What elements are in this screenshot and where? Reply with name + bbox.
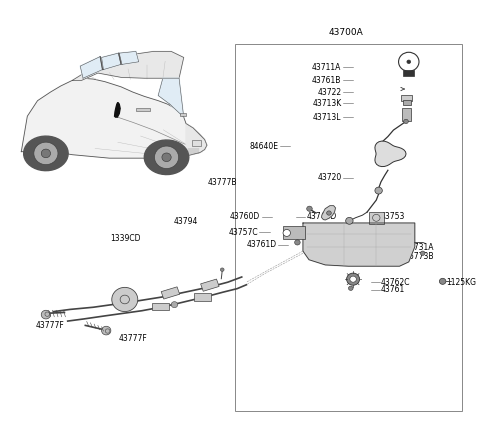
Bar [152, 303, 169, 310]
Polygon shape [322, 206, 336, 220]
Text: 43713K: 43713K [312, 99, 341, 108]
Text: 1339CD: 1339CD [110, 234, 141, 242]
Bar [283, 226, 305, 239]
Circle shape [307, 206, 312, 211]
Text: 43761D: 43761D [246, 240, 276, 249]
Text: 43777F: 43777F [119, 334, 147, 343]
Bar [403, 71, 414, 76]
Text: 43711A: 43711A [312, 63, 341, 72]
Polygon shape [115, 103, 120, 117]
Text: 43761B: 43761B [312, 76, 341, 85]
Circle shape [112, 288, 138, 312]
Text: 43760D: 43760D [230, 212, 260, 221]
Text: 43757C: 43757C [228, 228, 258, 237]
Circle shape [347, 273, 360, 285]
Circle shape [404, 119, 408, 123]
Bar [403, 100, 410, 104]
Text: 43761: 43761 [381, 285, 405, 294]
Circle shape [283, 229, 290, 236]
Circle shape [41, 310, 50, 319]
Text: 46773B: 46773B [404, 252, 433, 261]
Text: 43731A: 43731A [404, 243, 433, 252]
Polygon shape [144, 140, 189, 174]
Text: 43713L: 43713L [313, 113, 341, 122]
Text: 43743D: 43743D [307, 212, 337, 221]
Text: 43753: 43753 [381, 212, 405, 221]
Bar [136, 108, 150, 110]
Circle shape [162, 153, 171, 162]
Bar [192, 140, 201, 146]
Circle shape [155, 146, 179, 168]
Polygon shape [303, 223, 415, 266]
Circle shape [439, 278, 446, 284]
Text: 43700A: 43700A [329, 28, 363, 37]
Circle shape [220, 268, 224, 271]
Circle shape [295, 240, 300, 245]
Circle shape [407, 60, 410, 64]
Circle shape [348, 286, 353, 291]
Polygon shape [21, 78, 207, 158]
Polygon shape [375, 141, 406, 167]
Text: 43794: 43794 [174, 217, 198, 226]
Bar [194, 294, 211, 301]
Bar [201, 279, 219, 291]
Circle shape [420, 251, 425, 255]
Bar [180, 113, 186, 116]
Text: 43720: 43720 [317, 173, 341, 182]
Polygon shape [72, 52, 184, 81]
Circle shape [34, 142, 58, 165]
Circle shape [171, 302, 178, 308]
Bar [235, 44, 462, 411]
Text: 43777B: 43777B [207, 178, 237, 187]
Circle shape [41, 149, 50, 158]
Polygon shape [186, 123, 207, 156]
Polygon shape [102, 53, 121, 70]
Text: 84640E: 84640E [250, 142, 279, 151]
Text: 43722: 43722 [317, 87, 341, 97]
Bar [401, 96, 412, 101]
Circle shape [346, 217, 353, 224]
Circle shape [327, 211, 331, 215]
Text: 43762C: 43762C [381, 278, 410, 287]
Bar [402, 108, 410, 120]
Polygon shape [24, 136, 68, 171]
Text: 1125KG: 1125KG [446, 278, 476, 287]
Circle shape [350, 276, 356, 282]
Text: 43777F: 43777F [35, 321, 64, 330]
Circle shape [375, 187, 383, 194]
Polygon shape [80, 57, 103, 78]
Circle shape [102, 326, 111, 335]
Polygon shape [158, 78, 184, 117]
Polygon shape [119, 52, 139, 65]
Bar [369, 212, 384, 224]
Bar [161, 287, 180, 299]
